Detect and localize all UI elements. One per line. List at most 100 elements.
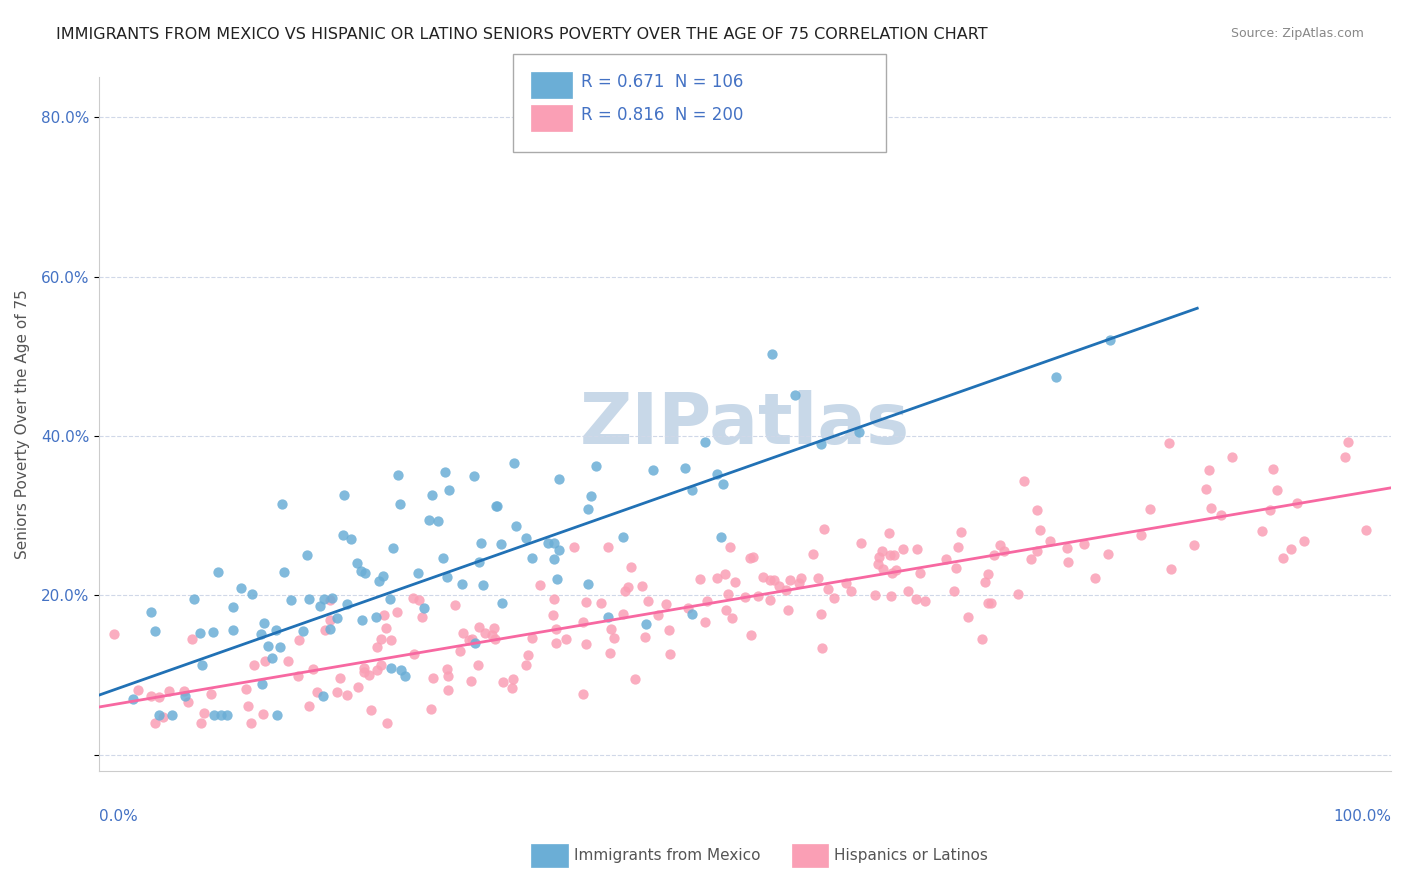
Hispanics or Latinos [360, 703, 382, 717]
Hispanics or Latinos [655, 597, 678, 611]
Immigrants from Mexico [148, 707, 170, 722]
Hispanics or Latinos [647, 608, 669, 623]
Hispanics or Latinos [810, 607, 832, 621]
Hispanics or Latinos [721, 611, 744, 625]
Immigrants from Mexico [389, 498, 412, 512]
Hispanics or Latinos [502, 672, 524, 686]
Hispanics or Latinos [357, 668, 380, 682]
Immigrants from Mexico [336, 598, 359, 612]
Hispanics or Latinos [884, 563, 907, 577]
Hispanics or Latinos [200, 688, 222, 702]
Immigrants from Mexico [280, 593, 302, 607]
Hispanics or Latinos [790, 571, 813, 585]
Text: 100.0%: 100.0% [1333, 809, 1391, 824]
Hispanics or Latinos [408, 593, 430, 607]
Hispanics or Latinos [375, 715, 398, 730]
Immigrants from Mexico [394, 669, 416, 683]
Hispanics or Latinos [623, 672, 645, 686]
Hispanics or Latinos [529, 578, 551, 592]
Immigrants from Mexico [695, 435, 717, 450]
Hispanics or Latinos [612, 607, 634, 622]
Immigrants from Mexico [681, 483, 703, 498]
Hispanics or Latinos [891, 542, 914, 557]
Hispanics or Latinos [614, 584, 637, 599]
Hispanics or Latinos [706, 571, 728, 585]
Hispanics or Latinos [347, 680, 370, 694]
Hispanics or Latinos [935, 552, 957, 566]
Immigrants from Mexico [340, 533, 363, 547]
Immigrants from Mexico [291, 624, 314, 638]
Hispanics or Latinos [1258, 503, 1281, 517]
Immigrants from Mexico [380, 591, 402, 606]
Hispanics or Latinos [870, 543, 893, 558]
Immigrants from Mexico [1045, 370, 1067, 384]
Immigrants from Mexico [368, 574, 391, 588]
Hispanics or Latinos [599, 646, 621, 660]
Hispanics or Latinos [148, 690, 170, 705]
Hispanics or Latinos [449, 644, 471, 658]
Hispanics or Latinos [375, 621, 398, 635]
Hispanics or Latinos [877, 526, 900, 541]
Hispanics or Latinos [868, 558, 890, 572]
Hispanics or Latinos [973, 574, 995, 589]
Immigrants from Mexico [503, 456, 526, 470]
Hispanics or Latinos [458, 632, 481, 647]
Hispanics or Latinos [811, 640, 834, 655]
Immigrants from Mexico [612, 530, 634, 544]
Immigrants from Mexico [201, 625, 224, 640]
Hispanics or Latinos [501, 681, 523, 695]
Hispanics or Latinos [839, 584, 862, 599]
Hispanics or Latinos [696, 594, 718, 608]
Hispanics or Latinos [380, 632, 402, 647]
Text: R = 0.671  N = 106: R = 0.671 N = 106 [581, 73, 742, 91]
Hispanics or Latinos [1182, 538, 1205, 552]
Hispanics or Latinos [1250, 524, 1272, 538]
Hispanics or Latinos [942, 583, 965, 598]
Hispanics or Latinos [1279, 542, 1302, 557]
Hispanics or Latinos [467, 657, 489, 672]
Hispanics or Latinos [658, 623, 681, 637]
Hispanics or Latinos [872, 562, 894, 576]
Hispanics or Latinos [718, 540, 741, 554]
Hispanics or Latinos [370, 632, 392, 646]
Hispanics or Latinos [813, 522, 835, 536]
Hispanics or Latinos [817, 582, 839, 597]
Hispanics or Latinos [897, 584, 920, 599]
Hispanics or Latinos [976, 596, 998, 610]
Hispanics or Latinos [544, 636, 567, 650]
Text: 0.0%: 0.0% [100, 809, 138, 824]
Immigrants from Mexico [710, 530, 733, 544]
Hispanics or Latinos [482, 621, 505, 635]
Immigrants from Mexico [309, 599, 332, 613]
Immigrants from Mexico [485, 500, 508, 514]
Hispanics or Latinos [1025, 544, 1047, 558]
Hispanics or Latinos [768, 579, 790, 593]
Immigrants from Mexico [139, 606, 162, 620]
Immigrants from Mexico [346, 556, 368, 570]
Hispanics or Latinos [863, 588, 886, 602]
Hispanics or Latinos [437, 669, 460, 683]
Immigrants from Mexico [1098, 333, 1121, 347]
Hispanics or Latinos [572, 687, 595, 701]
Hispanics or Latinos [779, 573, 801, 587]
Hispanics or Latinos [617, 581, 640, 595]
Immigrants from Mexico [579, 489, 602, 503]
Hispanics or Latinos [287, 669, 309, 683]
Immigrants from Mexico [418, 512, 440, 526]
Hispanics or Latinos [239, 715, 262, 730]
Immigrants from Mexico [183, 591, 205, 606]
Hispanics or Latinos [905, 592, 928, 607]
Hispanics or Latinos [422, 672, 444, 686]
Text: ZIPatlas: ZIPatlas [581, 390, 910, 458]
Hispanics or Latinos [945, 561, 967, 575]
Hispanics or Latinos [880, 566, 903, 581]
Immigrants from Mexico [437, 483, 460, 497]
Immigrants from Mexico [537, 536, 560, 550]
Hispanics or Latinos [139, 689, 162, 703]
Immigrants from Mexico [381, 541, 404, 555]
Immigrants from Mexico [420, 488, 443, 502]
Hispanics or Latinos [520, 631, 543, 645]
Immigrants from Mexico [810, 437, 832, 451]
Hispanics or Latinos [676, 600, 699, 615]
Hispanics or Latinos [1056, 541, 1078, 555]
